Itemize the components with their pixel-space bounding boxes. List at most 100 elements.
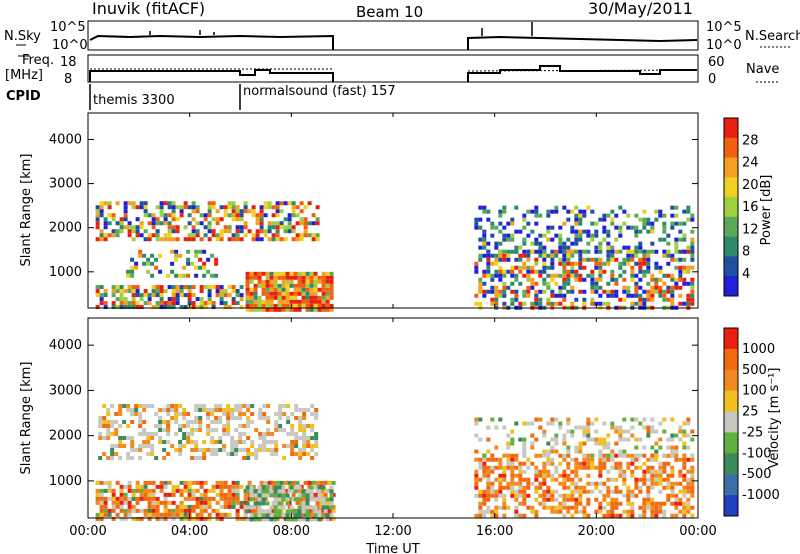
heatmap-cell — [99, 480, 104, 485]
heatmap-cell — [139, 225, 144, 230]
heatmap-cell — [590, 481, 595, 486]
heatmap-cell — [558, 241, 563, 246]
heatmap-cell — [686, 249, 691, 254]
heatmap-cell — [222, 423, 227, 428]
heatmap-cell — [542, 261, 547, 266]
heatmap-cell — [622, 221, 627, 226]
heatmap-cell — [626, 289, 631, 294]
heatmap-cell — [642, 453, 647, 458]
heatmap-cell — [171, 492, 176, 497]
heatmap-cell — [155, 205, 160, 210]
heatmap-cell — [658, 505, 663, 510]
heatmap-cell — [654, 457, 659, 462]
heatmap-cell — [586, 249, 591, 254]
heatmap-cell — [650, 293, 655, 298]
heatmap-cell — [566, 237, 571, 242]
heatmap-cell — [534, 249, 539, 254]
heatmap-cell — [598, 461, 603, 466]
heatmap-cell — [305, 517, 310, 522]
heatmap-cell — [99, 201, 104, 206]
heatmap-cell — [139, 293, 144, 298]
heatmap-cell — [219, 205, 224, 210]
heatmap-cell — [142, 427, 147, 432]
heatmap-cell — [142, 403, 147, 408]
heatmap-cell — [147, 480, 152, 485]
heatmap-cell — [634, 457, 639, 462]
heatmap-cell — [130, 439, 135, 444]
heatmap-cell — [526, 253, 531, 258]
heatmap-cell — [135, 285, 140, 290]
heatmap-cell — [107, 488, 112, 493]
heatmap-cell — [582, 257, 587, 262]
heatmap-cell — [262, 439, 267, 444]
heatmap-cell — [558, 425, 563, 430]
heatmap-cell — [642, 473, 647, 478]
heatmap-cell — [602, 421, 607, 426]
heatmap-cell — [253, 275, 258, 280]
heatmap-cell — [171, 201, 176, 206]
heatmap-cell — [107, 480, 112, 485]
heatmap-cell — [95, 237, 100, 242]
heatmap-cell — [678, 301, 683, 306]
heatmap-cell — [174, 273, 179, 278]
heatmap-cell — [658, 237, 663, 242]
heatmap-cell — [249, 485, 254, 490]
heatmap-cell — [255, 237, 260, 242]
heatmap-cell — [135, 293, 140, 298]
heatmap-cell — [309, 489, 314, 494]
heatmap-cell — [634, 465, 639, 470]
heatmap-cell — [249, 505, 254, 510]
heatmap-cell — [134, 403, 139, 408]
heatmap-cell — [99, 297, 104, 302]
heatmap-cell — [119, 225, 124, 230]
heatmap-cell — [554, 273, 559, 278]
heatmap-cell — [570, 433, 575, 438]
heatmap-cell — [634, 213, 639, 218]
heatmap-cell — [127, 512, 132, 517]
heatmap-cell — [231, 209, 236, 214]
heatmap-cell — [115, 500, 120, 505]
heatmap-cell — [179, 512, 184, 517]
heatmap-cell — [298, 419, 303, 424]
heatmap-cell — [317, 489, 322, 494]
heatmap-cell — [562, 245, 567, 250]
heatmap-cell — [486, 257, 491, 262]
heatmap-cell — [202, 265, 207, 270]
heatmap-cell — [634, 285, 639, 290]
heatmap-cell — [654, 481, 659, 486]
nave-tick-top: 60 — [708, 55, 725, 70]
heatmap-cell — [307, 233, 312, 238]
heatmap-cell — [278, 411, 283, 416]
heatmap-cell — [151, 500, 156, 505]
heatmap-cell — [299, 237, 304, 242]
heatmap-cell — [230, 435, 235, 440]
heatmap-cell — [305, 509, 310, 514]
heatmap-cell — [293, 513, 298, 518]
heatmap-cell — [582, 425, 587, 430]
heatmap-cell — [245, 307, 250, 312]
heatmap-cell — [510, 217, 515, 222]
heatmap-cell — [118, 423, 123, 428]
heatmap-cell — [626, 249, 631, 254]
heatmap-cell — [646, 293, 651, 298]
heatmap-cell — [510, 489, 515, 494]
heatmap-cell — [135, 225, 140, 230]
heatmap-cell — [550, 273, 555, 278]
heatmap-cell — [211, 285, 216, 290]
heatmap-cell — [298, 407, 303, 412]
heatmap-cell — [494, 269, 499, 274]
heatmap-cell — [566, 449, 571, 454]
heatmap-cell — [155, 285, 160, 290]
heatmap-cell — [522, 237, 527, 242]
heatmap-cell — [107, 205, 112, 210]
heatmap-cell — [614, 257, 619, 262]
heatmap-cell — [103, 237, 108, 242]
heatmap-cell — [271, 237, 276, 242]
heatmap-cell — [218, 415, 223, 420]
heatmap-cell — [186, 249, 191, 254]
heatmap-cell — [331, 480, 336, 485]
heatmap-cell — [265, 513, 270, 518]
heatmap-cell — [235, 293, 240, 298]
heatmap-cell — [277, 303, 282, 308]
heatmap-cell — [578, 277, 583, 282]
